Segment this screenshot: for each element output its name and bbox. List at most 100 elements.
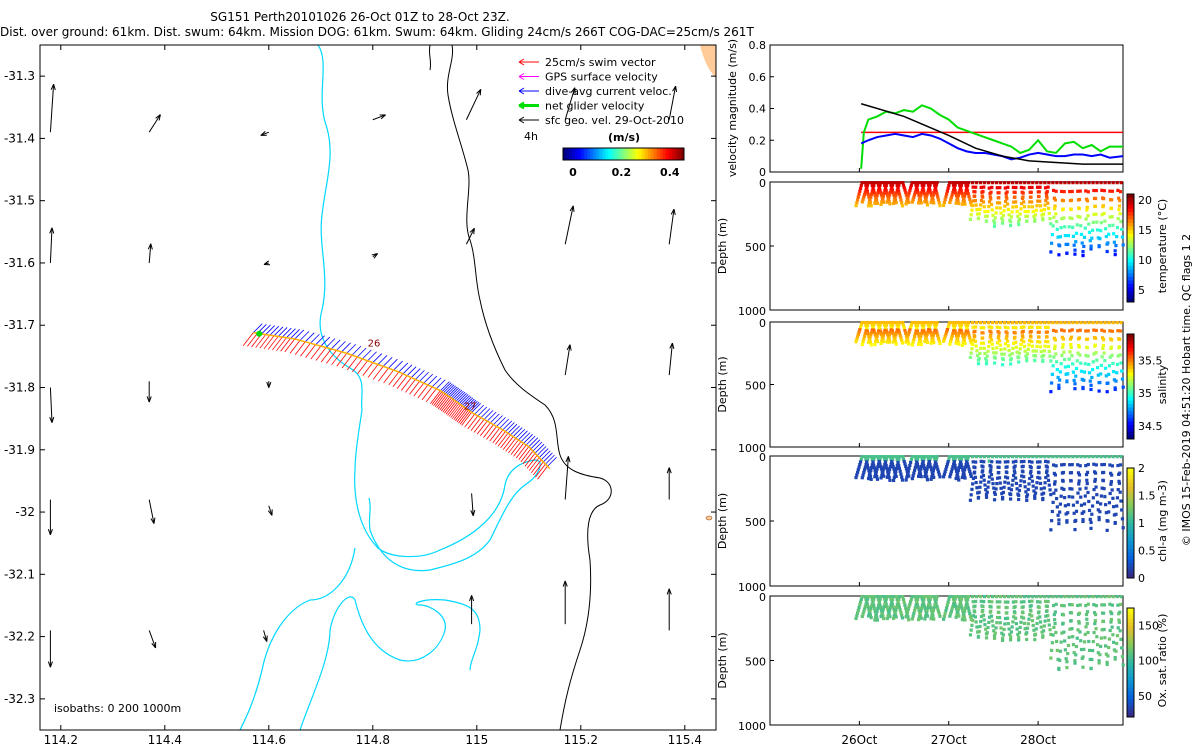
chla-point xyxy=(902,459,906,464)
salinity-point xyxy=(874,337,878,341)
current-vector-3 xyxy=(265,325,275,335)
chla-point xyxy=(984,492,989,497)
map-colorbar-cell-10 xyxy=(593,148,597,160)
temperature-point xyxy=(926,190,930,194)
temperature-point xyxy=(933,183,937,188)
chla-point xyxy=(958,457,962,461)
salinity-point xyxy=(1075,359,1079,363)
salinity-point xyxy=(995,341,1000,345)
chla-point xyxy=(894,474,898,479)
oxygen-point xyxy=(1051,595,1055,599)
salinity-point xyxy=(997,339,1002,343)
oxygen-point xyxy=(987,615,992,619)
temperature-point xyxy=(1097,245,1101,249)
velocity-ylabel: velocity magnitude (m/s) xyxy=(726,39,739,177)
chla-point xyxy=(969,493,973,497)
oxygen-colorbar-cell-22 xyxy=(1127,687,1134,693)
chla-point xyxy=(1038,476,1042,480)
temperature-point xyxy=(926,183,931,187)
temperature-point xyxy=(986,209,990,213)
salinity-point xyxy=(979,326,983,330)
oxygen-point xyxy=(1051,633,1055,637)
chla-point xyxy=(925,478,930,482)
chla-point xyxy=(1100,486,1104,490)
salinity-colorbar-cell-20 xyxy=(1127,404,1134,408)
temperature-point xyxy=(1095,181,1099,185)
salinity-point xyxy=(1096,373,1100,377)
salinity-point xyxy=(868,335,872,339)
oxygen-point xyxy=(987,620,991,625)
temperature-point xyxy=(864,183,868,188)
salinity-point xyxy=(868,340,873,344)
temperature-point xyxy=(863,181,867,185)
oxygen-point xyxy=(979,599,983,603)
chla-point xyxy=(1017,493,1021,497)
oxygen-point xyxy=(1035,600,1040,604)
temperature-point xyxy=(1106,241,1110,245)
temperature-point xyxy=(929,193,934,197)
salinity-point xyxy=(878,323,882,327)
map-colorbar-cell-12 xyxy=(599,148,603,160)
oxygen-point xyxy=(1025,637,1029,642)
chla-point xyxy=(931,469,935,473)
chla-point xyxy=(1072,511,1076,515)
salinity-point xyxy=(1083,362,1087,366)
oxygen-point xyxy=(993,631,997,635)
chla-point xyxy=(1061,478,1065,482)
chla-point xyxy=(1119,455,1123,459)
temperature-point xyxy=(1120,235,1125,239)
legend-label-0: 25cm/s swim vector xyxy=(545,56,656,69)
salinity-point xyxy=(1067,321,1071,325)
temperature-point xyxy=(1045,196,1049,200)
swim-vector-3 xyxy=(255,334,266,348)
swim-vector-76 xyxy=(508,439,519,454)
temperature-point xyxy=(862,195,866,199)
oxygen-point xyxy=(876,603,881,608)
temperature-point xyxy=(932,201,936,205)
chla-point xyxy=(915,457,920,461)
temperature-point xyxy=(1067,225,1071,229)
oxygen-point xyxy=(882,595,886,599)
temperature-point xyxy=(1101,205,1105,209)
chla-point xyxy=(1063,495,1067,500)
oxygen-point xyxy=(957,595,961,599)
temperature-colorbar-cell-22 xyxy=(1127,273,1134,278)
salinity-point xyxy=(1054,360,1059,364)
salinity-point xyxy=(957,331,961,335)
temperature-colorbar-cell-21 xyxy=(1127,269,1134,274)
temperature-point xyxy=(1030,205,1035,209)
temperature-point xyxy=(864,188,868,192)
current-vector-84 xyxy=(536,446,547,456)
swim-vector-59 xyxy=(459,411,471,425)
oxygen-point xyxy=(1014,616,1018,620)
chla-point xyxy=(926,455,930,459)
chla-point xyxy=(918,469,922,474)
temperature-point xyxy=(884,183,888,187)
oxygen-point xyxy=(992,634,997,638)
time-tick-label-1: 27Oct xyxy=(931,733,967,747)
oxygen-colorbar-cell-29 xyxy=(1127,713,1134,718)
salinity-point xyxy=(960,321,964,325)
chla-point xyxy=(885,475,889,479)
oxygen-colorbar-cell-26 xyxy=(1127,702,1134,707)
current-vector-32 xyxy=(406,366,417,376)
current-vector-53 xyxy=(460,395,470,405)
chla-point xyxy=(1028,471,1033,475)
oxygen-ytick-label-1: 500 xyxy=(745,656,766,669)
oxygen-colorbar-cell-17 xyxy=(1127,669,1134,674)
chla-point xyxy=(1076,471,1081,475)
oxygen-point xyxy=(866,614,871,618)
oxygen-point xyxy=(1084,604,1088,608)
salinity-point xyxy=(882,339,886,344)
temperature-point xyxy=(1071,234,1076,238)
temperature-point xyxy=(921,186,925,190)
swim-vector-19 xyxy=(331,351,342,366)
chla-point xyxy=(916,465,920,469)
map-colorbar-cell-1 xyxy=(566,148,570,160)
oxygen-point xyxy=(860,614,864,619)
current-vector-64 xyxy=(483,410,494,420)
temperature-point xyxy=(916,181,920,185)
temperature-point xyxy=(1118,199,1122,203)
temperature-point xyxy=(1070,189,1074,194)
chla-point xyxy=(1115,455,1119,459)
